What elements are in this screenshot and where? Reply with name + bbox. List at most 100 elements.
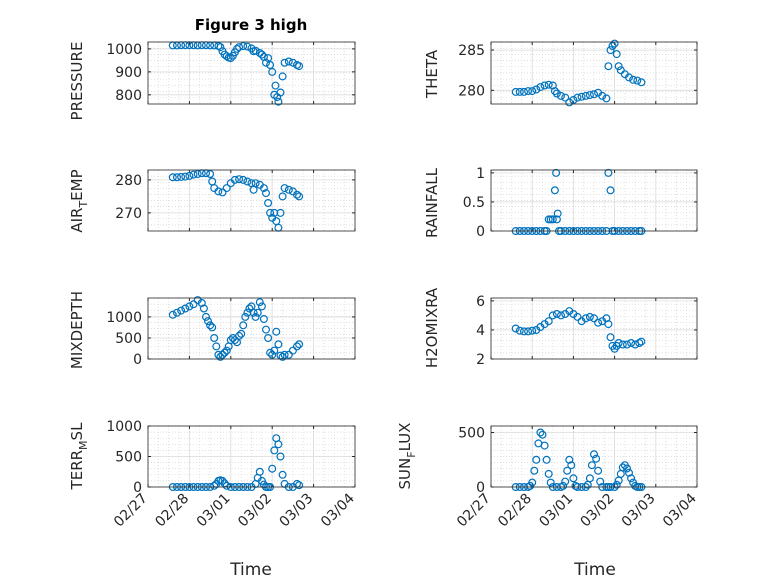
y-tick-label: 1000 [106,42,142,58]
data-point [606,186,615,195]
data-point [264,199,273,208]
data-point [561,93,570,102]
data-point [168,173,177,182]
ylabel-h2omixra: H2OMIXRA [423,287,441,368]
subplot-h2omixra: H2OMIXRA 6 4 2 [423,287,698,368]
y-tick-label: 500 [458,426,485,442]
data-point [536,428,545,437]
data-point [274,340,283,349]
data-point [581,314,590,323]
data-point [284,185,293,194]
ylabel-mixdepth: MIXDEPTH [68,291,86,369]
data-point [530,466,539,475]
data-point [295,192,304,201]
data-point [276,88,285,97]
data-point [226,54,235,63]
data-point [614,339,623,348]
data-point [284,57,293,66]
data-point [278,192,287,201]
x-tick-label: 03/03 [619,491,659,531]
axes-frame [490,41,698,105]
x-tick-label: 03/04 [660,490,700,530]
data-point [552,89,561,98]
data-point [288,346,297,355]
subplot-mixdepth: MIXDEPTH 1000 500 0 [68,291,356,369]
data-point [528,326,537,335]
data-point [168,310,177,319]
data-point [266,208,275,217]
data-point [618,340,627,349]
data-point [274,97,283,106]
data-point [633,76,642,85]
data-point [552,168,561,177]
y-tick-label: 280 [458,83,485,99]
data-point [199,304,208,313]
data-point [585,474,594,483]
data-point [268,67,277,76]
ylabel-theta: THETA [423,49,441,99]
axes-frame [147,297,356,360]
y-tick-label: 1 [476,166,485,182]
data-point [637,78,646,87]
data-point [629,75,638,84]
data-point [241,312,250,321]
data-point [622,340,631,349]
data-point [565,98,574,107]
data-point [255,467,264,476]
data-point [606,333,615,342]
data-point [565,455,574,464]
data-point [540,441,549,450]
x-tick-label: 02/28 [495,491,535,531]
subplot-rainfall: RAINFALL 1 0.5 0 [423,166,698,240]
x-tick-label: 03/01 [194,491,234,531]
y-tick-label: 800 [115,88,142,104]
data-point [592,454,601,463]
data-point [270,446,279,455]
data-point [278,72,287,81]
data-point [202,312,211,321]
data-point [206,170,215,179]
data-point [604,320,613,329]
data-point [589,450,598,459]
data-point [604,62,613,71]
data-point [280,184,289,193]
data-point [193,170,202,179]
y-tick-label: 900 [115,65,142,81]
data-point [637,337,646,346]
data-point [181,172,190,181]
data-point [556,311,565,320]
data-point [257,50,266,59]
data-point [608,41,617,50]
data-point [581,91,590,100]
data-point [596,477,605,486]
data-point [589,90,598,99]
data-point [245,304,254,313]
data-point [268,350,277,359]
data-point [519,87,528,96]
data-point [204,317,213,326]
data-point [222,184,231,193]
data-point [561,477,570,486]
data-point [173,308,182,317]
data-point [280,350,289,359]
data-point [253,308,262,317]
axes-frame [147,425,356,488]
data-point [222,481,231,490]
data-point [546,478,555,487]
data-point [243,42,252,51]
data-point [567,461,576,470]
data-point [276,452,285,461]
data-point [239,42,248,51]
data-point [622,464,631,473]
data-point [585,312,594,321]
data-point [515,87,524,96]
axes-frame [147,41,356,105]
x-tick-label: 03/01 [536,491,576,531]
x-tick-label: 03/02 [578,491,618,531]
data-point [602,94,611,103]
axes-frame [490,169,698,232]
data-point [544,80,553,89]
data-point [524,87,533,96]
data-point [559,481,568,490]
